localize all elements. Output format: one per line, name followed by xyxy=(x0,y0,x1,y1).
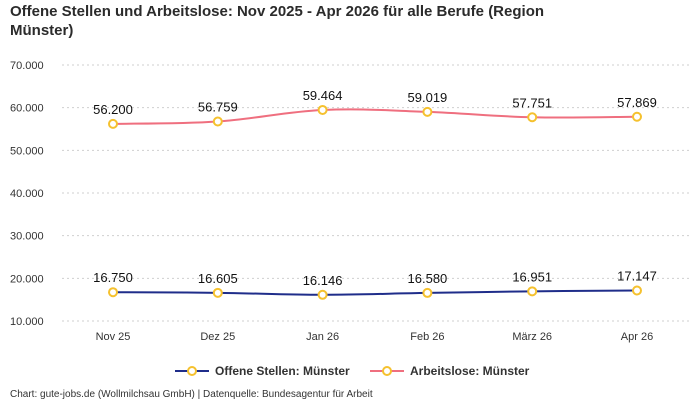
data-label: 59.464 xyxy=(303,88,343,103)
y-tick-label: 30.000 xyxy=(10,231,44,243)
x-axis-ticks: Nov 25 Dez 25 Jan 26 Feb 26 März 26 Apr 26 xyxy=(96,331,654,343)
y-tick-label: 60.000 xyxy=(10,103,44,115)
data-point-marker xyxy=(108,118,118,129)
y-tick-label: 20.000 xyxy=(10,273,44,285)
chart-title-line: Münster) xyxy=(10,22,73,39)
data-labels: 16.750 16.605 16.146 16.580 16.951 17.147 56.2… xyxy=(93,88,657,288)
y-tick-label: 10.000 xyxy=(10,316,44,328)
data-point-marker xyxy=(422,287,433,298)
legend-item-label[interactable]: Offene Stellen: Münster xyxy=(215,364,350,378)
data-label: 56.200 xyxy=(93,102,133,117)
data-label: 17.147 xyxy=(617,269,657,284)
data-label: 16.951 xyxy=(512,269,552,284)
x-tick-label: März 26 xyxy=(512,331,552,343)
legend-item-label[interactable]: Arbeitslose: Münster xyxy=(410,364,530,378)
data-point-marker xyxy=(317,289,328,300)
data-point-marker xyxy=(527,112,538,123)
x-tick-label: Jan 26 xyxy=(306,331,339,343)
y-axis-ticks: 10.000 20.000 30.000 40.000 50.000 60.000 70.0… xyxy=(10,60,44,328)
data-point-marker xyxy=(108,287,118,298)
y-tick-label: 70.000 xyxy=(10,60,44,72)
chart-title: Offene Stellen und Arbeitslose: Nov 2025… xyxy=(10,3,544,39)
data-point-marker xyxy=(527,286,538,297)
chart-title-line: Offene Stellen und Arbeitslose: Nov 2025… xyxy=(10,3,544,20)
chart-footer: Chart: gute-jobs.de (Wollmilchsau GmbH) … xyxy=(10,389,373,400)
legend-marker-swatch xyxy=(187,366,197,376)
data-label: 16.580 xyxy=(408,271,448,286)
data-label: 16.146 xyxy=(303,273,343,288)
legend-marker-swatch xyxy=(382,366,392,376)
data-label: 16.750 xyxy=(93,270,133,285)
x-tick-label: Apr 26 xyxy=(621,331,653,343)
data-point-marker xyxy=(212,287,223,298)
y-tick-label: 50.000 xyxy=(10,145,44,157)
data-point-marker xyxy=(212,116,223,127)
x-tick-label: Feb 26 xyxy=(410,331,444,343)
series-markers xyxy=(108,104,642,300)
data-point-marker xyxy=(317,104,328,115)
data-label: 57.869 xyxy=(617,95,657,110)
series-line xyxy=(112,289,638,296)
legend: Offene Stellen: Münster Arbeitslose: Müns… xyxy=(175,364,530,378)
y-tick-label: 40.000 xyxy=(10,188,44,200)
data-label: 56.759 xyxy=(198,99,238,114)
x-tick-label: Dez 25 xyxy=(200,331,235,343)
data-point-marker xyxy=(632,111,642,122)
series-line xyxy=(112,108,638,125)
data-label: 57.751 xyxy=(512,95,552,110)
x-tick-label: Nov 25 xyxy=(96,331,131,343)
data-label: 59.019 xyxy=(408,90,448,105)
data-point-marker xyxy=(422,106,433,117)
series-lines xyxy=(112,108,638,296)
data-label: 16.605 xyxy=(198,271,238,286)
data-point-marker xyxy=(632,285,642,296)
grid-lines xyxy=(62,64,690,322)
